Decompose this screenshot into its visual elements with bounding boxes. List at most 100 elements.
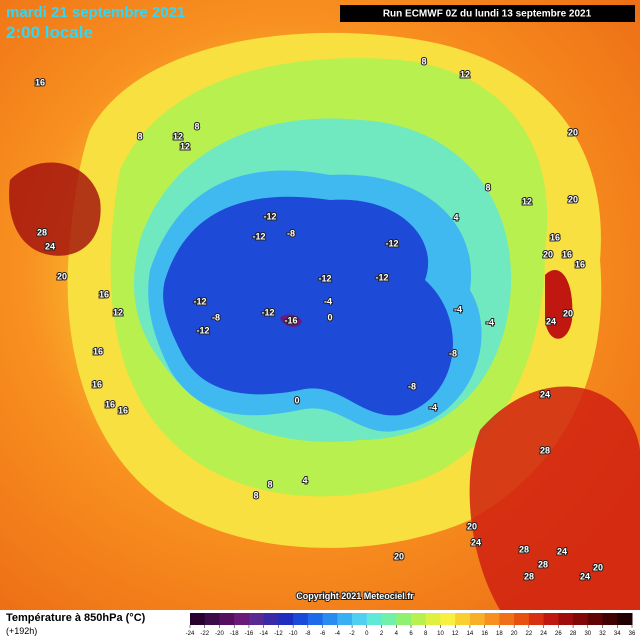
colorbar-swatch — [219, 613, 235, 625]
contour-label: -8 — [449, 348, 457, 358]
colorbar-label: -4 — [335, 631, 341, 637]
contour-label: 28 — [540, 445, 550, 455]
colorbar-swatch — [543, 613, 559, 625]
contour-label: 24 — [471, 537, 481, 547]
colorbar-swatch — [204, 613, 220, 625]
run-info: Run ECMWF 0Z du lundi 13 septembre 2021 — [383, 9, 592, 20]
colorbar-label: 10 — [437, 631, 444, 637]
colorbar-label: 0 — [365, 631, 369, 637]
colorbar-label: -20 — [215, 631, 224, 637]
zone-hot — [545, 270, 573, 339]
contour-label: -12 — [193, 296, 206, 306]
colorbar-swatch — [617, 613, 633, 625]
colorbar-label: 16 — [481, 631, 488, 637]
colorbar-swatch — [322, 613, 338, 625]
colorbar-label: -8 — [305, 631, 311, 637]
colorbar-label: 4 — [395, 631, 399, 637]
colorbar-swatch — [366, 613, 383, 625]
colorbar-label: -2 — [349, 631, 355, 637]
colorbar-swatch — [440, 613, 456, 625]
colorbar-label: -6 — [320, 631, 326, 637]
zone-hot — [9, 162, 101, 256]
colorbar-label: 6 — [409, 631, 413, 637]
colorbar-label: -24 — [186, 631, 195, 637]
colorbar-swatch — [381, 613, 397, 625]
colorbar-swatch — [307, 613, 324, 625]
colorbar-label: 34 — [614, 631, 621, 637]
contour-label: 24 — [546, 316, 556, 326]
contour-label: 16 — [562, 249, 572, 259]
colorbar-label: -18 — [230, 631, 239, 637]
contour-label: 16 — [118, 405, 128, 415]
colorbar-swatch — [352, 613, 368, 625]
colorbar-label: 22 — [526, 631, 533, 637]
contour-label: -12 — [375, 272, 388, 282]
colorbar-swatch — [528, 613, 545, 625]
colorbar-swatch — [587, 613, 604, 625]
contour-label: 8 — [194, 121, 199, 131]
contour-label: 16 — [93, 346, 103, 356]
colorbar-label: 28 — [570, 631, 577, 637]
contour-label: -8 — [408, 381, 416, 391]
contour-label: 20 — [568, 194, 578, 204]
contour-label: 20 — [563, 308, 573, 318]
contour-label: -12 — [263, 211, 276, 221]
contour-label: -12 — [196, 325, 209, 335]
colorbar-label: -22 — [200, 631, 209, 637]
contour-label: 8 — [137, 131, 142, 141]
colorbar-swatch — [263, 613, 279, 625]
colorbar-label: 30 — [584, 631, 591, 637]
colorbar-label: 2 — [380, 631, 384, 637]
colorbar-swatch — [602, 613, 618, 625]
contour-label: -4 — [324, 296, 332, 306]
zone-hot — [469, 386, 640, 610]
colorbar-swatch — [278, 613, 294, 625]
contour-label: 28 — [538, 559, 548, 569]
contour-label: 20 — [57, 271, 67, 281]
contour-label: 16 — [550, 232, 560, 242]
contour-label: 24 — [557, 546, 567, 556]
colorbar-swatch — [396, 613, 412, 625]
colorbar-label: 12 — [452, 631, 459, 637]
contour-label: 20 — [568, 127, 578, 137]
colorbar-swatch — [573, 613, 589, 625]
contour-label: 8 — [421, 56, 426, 66]
contour-label: 24 — [580, 571, 590, 581]
colorbar-label: -14 — [259, 631, 268, 637]
contour-label: 0 — [294, 395, 299, 405]
colorbar-swatch — [514, 613, 530, 625]
contour-label: 12 — [522, 196, 532, 206]
contour-label: 16 — [575, 259, 585, 269]
colorbar-label: 8 — [424, 631, 428, 637]
colorbar: -24 -22 -20 -18 -16 -14 -12 -10 -8 -6 -4 -2 0 2 4 6 8 10 1… — [186, 613, 636, 637]
contour-label: 24 — [45, 241, 55, 251]
contour-label: 12 — [173, 131, 183, 141]
colorbar-label: -16 — [245, 631, 254, 637]
contour-label: 8 — [253, 490, 258, 500]
run-box — [340, 5, 635, 22]
contour-label: -12 — [261, 307, 274, 317]
contour-label: -4 — [486, 317, 494, 327]
colorbar-swatch — [469, 613, 486, 625]
contour-label: 28 — [519, 544, 529, 554]
colorbar-label: -12 — [274, 631, 283, 637]
colorbar-swatch — [190, 613, 206, 625]
contour-label: 16 — [99, 289, 109, 299]
colorbar-swatch — [499, 613, 515, 625]
contour-label: 16 — [105, 399, 115, 409]
date-title: mardi 21 septembre 2021 — [6, 4, 185, 21]
contour-label: 0 — [327, 312, 332, 322]
colorbar-swatch — [484, 613, 500, 625]
time-title: 2:00 locale — [6, 23, 93, 42]
contour-label: 16 — [35, 77, 45, 87]
contour-label: 16 — [92, 379, 102, 389]
contour-label: 28 — [524, 571, 534, 581]
colorbar-label: 20 — [511, 631, 518, 637]
contour-label: 12 — [113, 307, 123, 317]
colorbar-label: 36 — [629, 631, 636, 637]
legend-title: Température à 850hPa (°C) — [6, 612, 146, 624]
contour-label: -16 — [284, 315, 297, 325]
colorbar-swatch — [455, 613, 471, 625]
contour-label: -4 — [429, 402, 437, 412]
